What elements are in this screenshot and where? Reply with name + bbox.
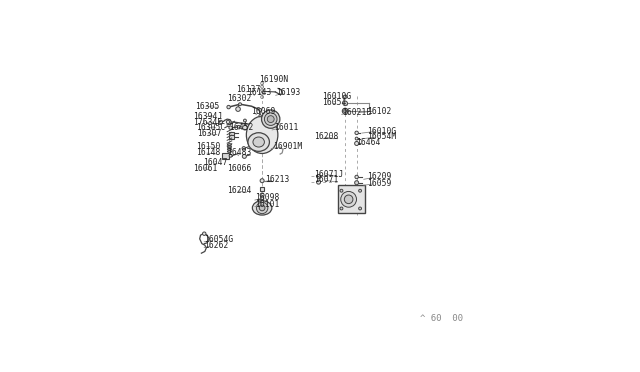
Text: 16483: 16483 [227,148,252,157]
Ellipse shape [340,192,356,207]
Text: 16101: 16101 [255,200,279,209]
Circle shape [236,107,241,111]
Circle shape [239,103,241,106]
Circle shape [260,179,264,183]
Text: 16069: 16069 [252,107,276,116]
Text: 16098: 16098 [255,193,279,202]
Ellipse shape [252,201,272,215]
Circle shape [260,197,264,201]
Circle shape [259,205,265,211]
Ellipse shape [253,137,264,147]
Text: 16204: 16204 [227,186,252,195]
Circle shape [259,115,261,117]
Circle shape [342,108,348,114]
Circle shape [243,125,247,130]
Bar [228,135,234,139]
Circle shape [229,126,232,129]
Circle shape [344,110,347,112]
Circle shape [219,120,223,124]
Circle shape [242,147,246,150]
Text: 16305: 16305 [195,102,219,111]
Ellipse shape [227,146,232,148]
Bar [260,187,264,191]
Text: 16394J: 16394J [193,112,223,121]
Text: 16054M: 16054M [367,132,397,141]
Text: 16011: 16011 [273,123,298,132]
Text: 16262: 16262 [204,241,228,250]
Text: 16190N: 16190N [259,75,288,84]
Text: 16059: 16059 [367,179,392,188]
Circle shape [268,116,274,122]
Ellipse shape [227,144,232,145]
Text: 17634E: 17634E [193,118,223,127]
Circle shape [344,195,353,203]
Text: 16464: 16464 [356,138,380,147]
Circle shape [243,154,246,158]
Text: 16209: 16209 [367,173,392,182]
Ellipse shape [227,148,232,150]
Text: 16054: 16054 [322,98,346,107]
Text: 16021E: 16021E [342,108,371,117]
Text: 16305C: 16305C [196,123,225,132]
Circle shape [358,189,362,192]
Circle shape [355,131,358,135]
Ellipse shape [264,110,278,126]
Circle shape [355,137,358,140]
Circle shape [340,207,343,210]
Bar [338,185,365,213]
Circle shape [227,120,230,124]
Text: 16066: 16066 [227,164,252,173]
Circle shape [260,200,264,203]
Text: 16143: 16143 [247,88,271,97]
Circle shape [243,119,246,122]
Circle shape [344,95,347,99]
Circle shape [355,141,358,145]
Text: 16010G: 16010G [367,126,397,136]
Text: 16148: 16148 [196,148,220,157]
Text: 16307: 16307 [197,129,221,138]
Circle shape [229,154,232,157]
Circle shape [257,202,268,214]
Circle shape [358,207,362,210]
Text: 16901M: 16901M [273,142,302,151]
Bar [222,154,229,158]
Circle shape [259,109,262,111]
Circle shape [202,232,206,235]
Circle shape [260,193,264,197]
Bar [228,132,234,135]
Ellipse shape [248,133,269,151]
Text: 16071: 16071 [314,175,339,185]
Text: 16302: 16302 [227,94,252,103]
Text: 16054G: 16054G [204,235,234,244]
Text: 16137: 16137 [236,85,260,94]
Circle shape [264,113,277,125]
Circle shape [343,101,348,106]
Text: 16102: 16102 [367,107,391,116]
Text: ^ 60  00: ^ 60 00 [420,314,463,323]
Text: 16150: 16150 [196,142,220,151]
Circle shape [317,180,321,184]
Circle shape [317,174,321,179]
Ellipse shape [227,151,232,153]
Text: 16010G: 16010G [322,92,351,101]
Ellipse shape [246,116,278,154]
Text: 16193: 16193 [276,88,301,97]
Circle shape [340,189,343,192]
Circle shape [355,181,358,185]
Text: 16452: 16452 [229,123,253,132]
Text: 16047: 16047 [204,158,228,167]
Circle shape [355,175,358,179]
Circle shape [237,125,240,128]
Text: 16213: 16213 [266,175,290,185]
Circle shape [262,110,280,128]
Text: 16061: 16061 [193,164,218,173]
Text: 16071J: 16071J [314,170,344,179]
Circle shape [227,105,230,109]
Text: 16208: 16208 [314,132,339,141]
